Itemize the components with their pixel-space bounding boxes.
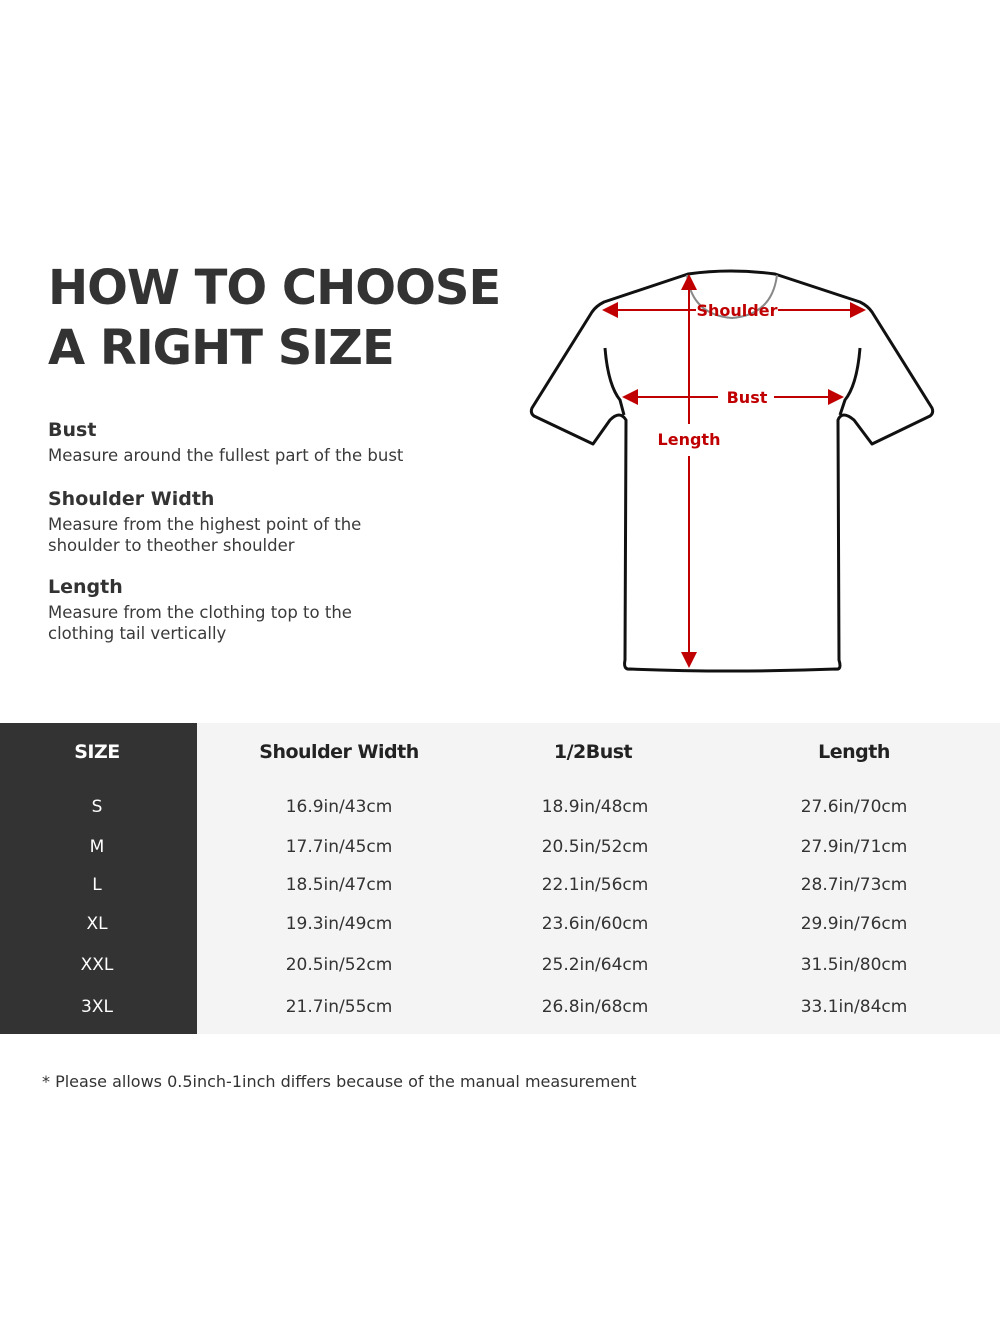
definition-bust: Bust Measure around the fullest part of … — [48, 418, 448, 466]
cell-length: 31.5in/80cm — [800, 955, 908, 975]
title-line-2: A RIGHT SIZE — [48, 320, 395, 376]
cell-length: 27.6in/70cm — [800, 797, 908, 817]
cell-shoulder-width: 16.9in/43cm — [285, 797, 393, 817]
bust-label: Bust — [727, 388, 768, 407]
cell-size: M — [89, 837, 105, 857]
cell-half-bust: 23.6in/60cm — [541, 914, 649, 934]
collar — [686, 274, 778, 320]
definition-text: Measure from the highest point of the sho… — [48, 515, 362, 555]
header-size: SIZE — [74, 741, 120, 763]
definition-shoulder-width: Shoulder Width Measure from the highest … — [48, 487, 448, 556]
cell-shoulder-width: 17.7in/45cm — [285, 837, 393, 857]
header-half-bust: 1/2Bust — [553, 741, 633, 763]
page-title: HOW TO CHOOSE A RIGHT SIZE — [48, 258, 501, 378]
cell-shoulder-width: 19.3in/49cm — [285, 914, 393, 934]
cell-size: XL — [86, 914, 108, 934]
cell-half-bust: 25.2in/64cm — [541, 955, 649, 975]
footnote: * Please allows 0.5inch-1inch differs be… — [42, 1072, 637, 1091]
tshirt-diagram: Shoulder Bust Length — [529, 269, 935, 673]
tshirt-outline — [529, 269, 935, 673]
cell-length: 28.7in/73cm — [800, 875, 908, 895]
cell-shoulder-width: 20.5in/52cm — [285, 955, 393, 975]
size-column — [0, 723, 197, 1034]
cell-size: L — [92, 875, 102, 895]
cell-half-bust: 26.8in/68cm — [541, 997, 649, 1017]
cell-half-bust: 20.5in/52cm — [541, 837, 649, 857]
title-line-1: HOW TO CHOOSE — [48, 260, 501, 316]
cell-size: 3XL — [81, 997, 113, 1017]
definition-term: Bust — [48, 419, 97, 441]
definition-text: Measure from the clothing top to the clot… — [48, 603, 352, 643]
length-label: Length — [658, 430, 721, 449]
definition-length: Length Measure from the clothing top to … — [48, 575, 448, 644]
cell-shoulder-width: 21.7in/55cm — [285, 997, 393, 1017]
cell-length: 33.1in/84cm — [800, 997, 908, 1017]
cell-length: 29.9in/76cm — [800, 914, 908, 934]
definition-text: Measure around the fullest part of the b… — [48, 446, 404, 465]
size-table: SIZE Shoulder Width 1/2Bust Length S 16.9… — [0, 723, 1000, 1034]
shoulder-label: Shoulder — [697, 301, 778, 320]
cell-size: XXL — [80, 955, 114, 975]
header-length: Length — [818, 741, 890, 763]
cell-half-bust: 18.9in/48cm — [541, 797, 649, 817]
cell-half-bust: 22.1in/56cm — [541, 875, 649, 895]
header-shoulder-width: Shoulder Width — [259, 741, 419, 763]
cell-size: S — [91, 797, 103, 817]
cell-length: 27.9in/71cm — [800, 837, 908, 857]
definition-term: Shoulder Width — [48, 488, 215, 510]
cell-shoulder-width: 18.5in/47cm — [285, 875, 393, 895]
definition-term: Length — [48, 576, 123, 598]
